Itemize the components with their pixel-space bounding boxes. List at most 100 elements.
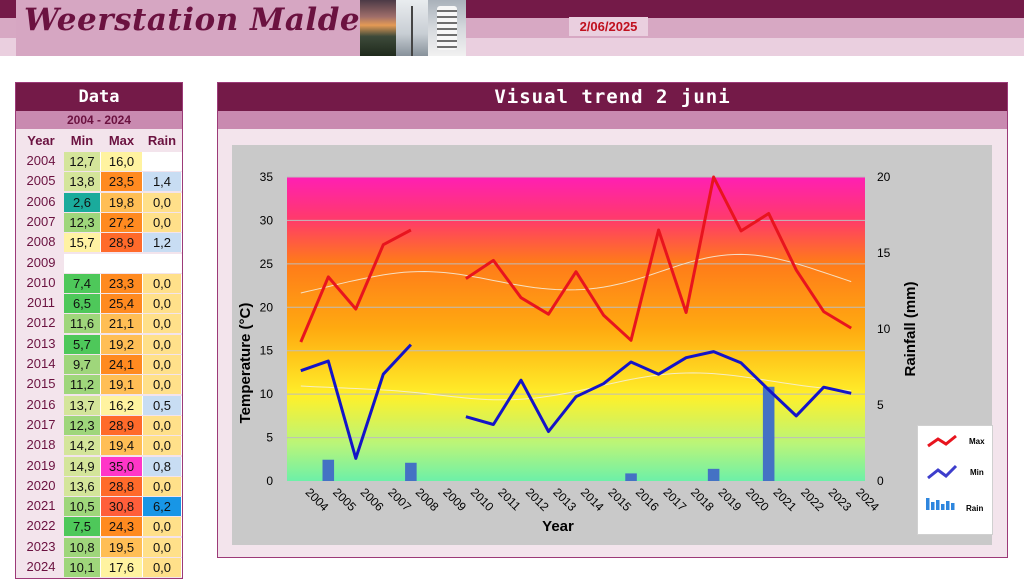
- x-tick-label: 2007: [385, 485, 414, 514]
- rain-cell: 0,0: [143, 294, 182, 314]
- series-line-max: [299, 228, 412, 343]
- year-cell: 2004: [26, 153, 56, 168]
- table-row: 2006 2,6 19,8 0,0: [16, 192, 182, 212]
- table-row: 2016 13,7 16,2 0,5: [16, 395, 182, 415]
- legend-min-icon: [927, 464, 958, 480]
- year-cell: 2006: [26, 193, 56, 209]
- y-tick-label: 35: [260, 170, 274, 184]
- max-cell: 24,3: [101, 517, 143, 537]
- year-cell: 2020: [26, 477, 56, 493]
- year-cell: 2008: [26, 234, 56, 250]
- current-date: 2/06/2025: [569, 17, 648, 36]
- table-row: 2024 10,1 17,6 0,0: [16, 557, 182, 577]
- max-cell: 28,9: [101, 415, 143, 435]
- x-tick-label: 2015: [605, 485, 634, 514]
- y2-tick-label: 5: [877, 398, 884, 412]
- year-cell: 2018: [26, 437, 56, 453]
- plot-background: [287, 177, 865, 481]
- table-row: 2023 10,8 19,5 0,0: [16, 537, 182, 557]
- series-line-max: [465, 175, 852, 342]
- x-tick-label: 2010: [468, 485, 497, 514]
- max-cell: 19,5: [101, 537, 143, 557]
- legend-max-icon: [927, 434, 957, 448]
- min-cell: 12,3: [64, 415, 101, 435]
- table-row: 2004 12,7 16,0: [16, 151, 182, 171]
- max-cell: [101, 253, 143, 273]
- table-row: 2022 7,5 24,3 0,0: [16, 516, 182, 537]
- rain-cell: 1,2: [143, 233, 182, 253]
- y-tick-label: 10: [260, 387, 274, 401]
- data-panel-range: 2004 - 2024: [16, 111, 182, 129]
- chart-svg: 0 5 10 15 20 25 30 35 0 5 10 15 20 2004200520062007…: [237, 170, 919, 535]
- trend-line: [300, 253, 852, 294]
- y2-tick-label: 10: [877, 322, 891, 336]
- x-tick-label: 2012: [523, 485, 552, 514]
- weather-pole-photo: [396, 0, 428, 56]
- x-tick-label: 2013: [550, 485, 579, 514]
- min-cell: 10,5: [64, 497, 101, 517]
- min-cell: 13,7: [64, 395, 101, 415]
- table-row: 2018 14,2 19,4 0,0: [16, 435, 182, 456]
- x-tick-label: 2011: [495, 485, 523, 513]
- site-title[interactable]: Weerstation Malderen: [24, 2, 421, 38]
- rain-bar: [322, 459, 335, 481]
- max-cell: 30,8: [101, 497, 143, 517]
- rain-cell: 0,0: [143, 334, 182, 354]
- rain-bar: [625, 473, 637, 481]
- min-cell: 7,5: [64, 517, 101, 537]
- y-axis-label: Temperature (°C): [237, 303, 254, 424]
- rain-cell: 0,0: [143, 192, 182, 212]
- table-row: 2007 12,3 27,2 0,0: [16, 212, 182, 232]
- max-cell: 21,1: [101, 314, 143, 334]
- y-tick-label: 5: [266, 431, 273, 445]
- y2-tick-label: 15: [877, 246, 891, 260]
- year-cell: 2010: [26, 274, 56, 290]
- year-cell: 2015: [26, 376, 56, 392]
- series-line-min: [300, 343, 412, 460]
- year-cell: 2016: [26, 396, 56, 412]
- table-row: 2014 9,7 24,1 0,0: [16, 354, 182, 374]
- max-cell: 16,2: [101, 395, 143, 415]
- min-cell: 11,2: [64, 375, 101, 395]
- table-row: 2008 15,7 28,9 1,2: [16, 232, 182, 253]
- max-cell: 19,4: [101, 436, 143, 456]
- y-tick-label: 15: [260, 344, 274, 358]
- data-panel: Data 2004 - 2024 Year Min Max Rain 2004 1…: [15, 82, 183, 579]
- rain-cell: 0,0: [143, 517, 182, 537]
- year-cell: 2014: [26, 356, 56, 371]
- min-cell: 12,7: [64, 152, 101, 171]
- x-tick-label: 2018: [688, 485, 717, 514]
- legend-rain-icon: [951, 503, 955, 510]
- x-tick-label: 2022: [798, 485, 827, 514]
- min-cell: 5,7: [64, 334, 101, 354]
- year-cell: 2013: [26, 335, 56, 351]
- min-cell: 2,6: [64, 192, 101, 212]
- legend-rain-icon: [926, 498, 930, 510]
- min-cell: 7,4: [64, 273, 101, 293]
- rain-cell: 6,2: [143, 497, 182, 517]
- table-row: 2009: [16, 253, 182, 273]
- year-cell: 2021: [26, 498, 56, 514]
- sunset-photo: [360, 0, 396, 56]
- x-tick-label: 2020: [743, 485, 772, 514]
- year-cell: 2012: [26, 315, 56, 331]
- data-panel-title: Data: [16, 83, 182, 111]
- table-row: 2021 10,5 30,8 6,2: [16, 496, 182, 517]
- min-cell: 14,2: [64, 436, 101, 456]
- min-cell: 14,9: [64, 456, 101, 476]
- x-tick-label: 2006: [358, 485, 387, 514]
- max-cell: 35,0: [101, 456, 143, 476]
- rain-cell: 0,0: [143, 537, 182, 557]
- rain-bar: [405, 462, 417, 481]
- chart-legend: Max Min Rain: [917, 425, 993, 535]
- chart-frame: Visual trend 2 juni 0 5 10 15 20 25 30 35: [217, 82, 1008, 558]
- legend-label-max: Max: [969, 437, 985, 446]
- table-row: 2005 13,8 23,5 1,4: [16, 171, 182, 192]
- x-axis-label: Year: [542, 518, 574, 535]
- series-line-min: [465, 350, 852, 433]
- legend-rain-icon: [946, 501, 950, 510]
- table-row: 2015 11,2 19,1 0,0: [16, 374, 182, 395]
- chart-subheader-band: [218, 111, 1007, 129]
- x-tick-label: 2008: [413, 485, 442, 514]
- table-row: 2013 5,7 19,2 0,0: [16, 334, 182, 354]
